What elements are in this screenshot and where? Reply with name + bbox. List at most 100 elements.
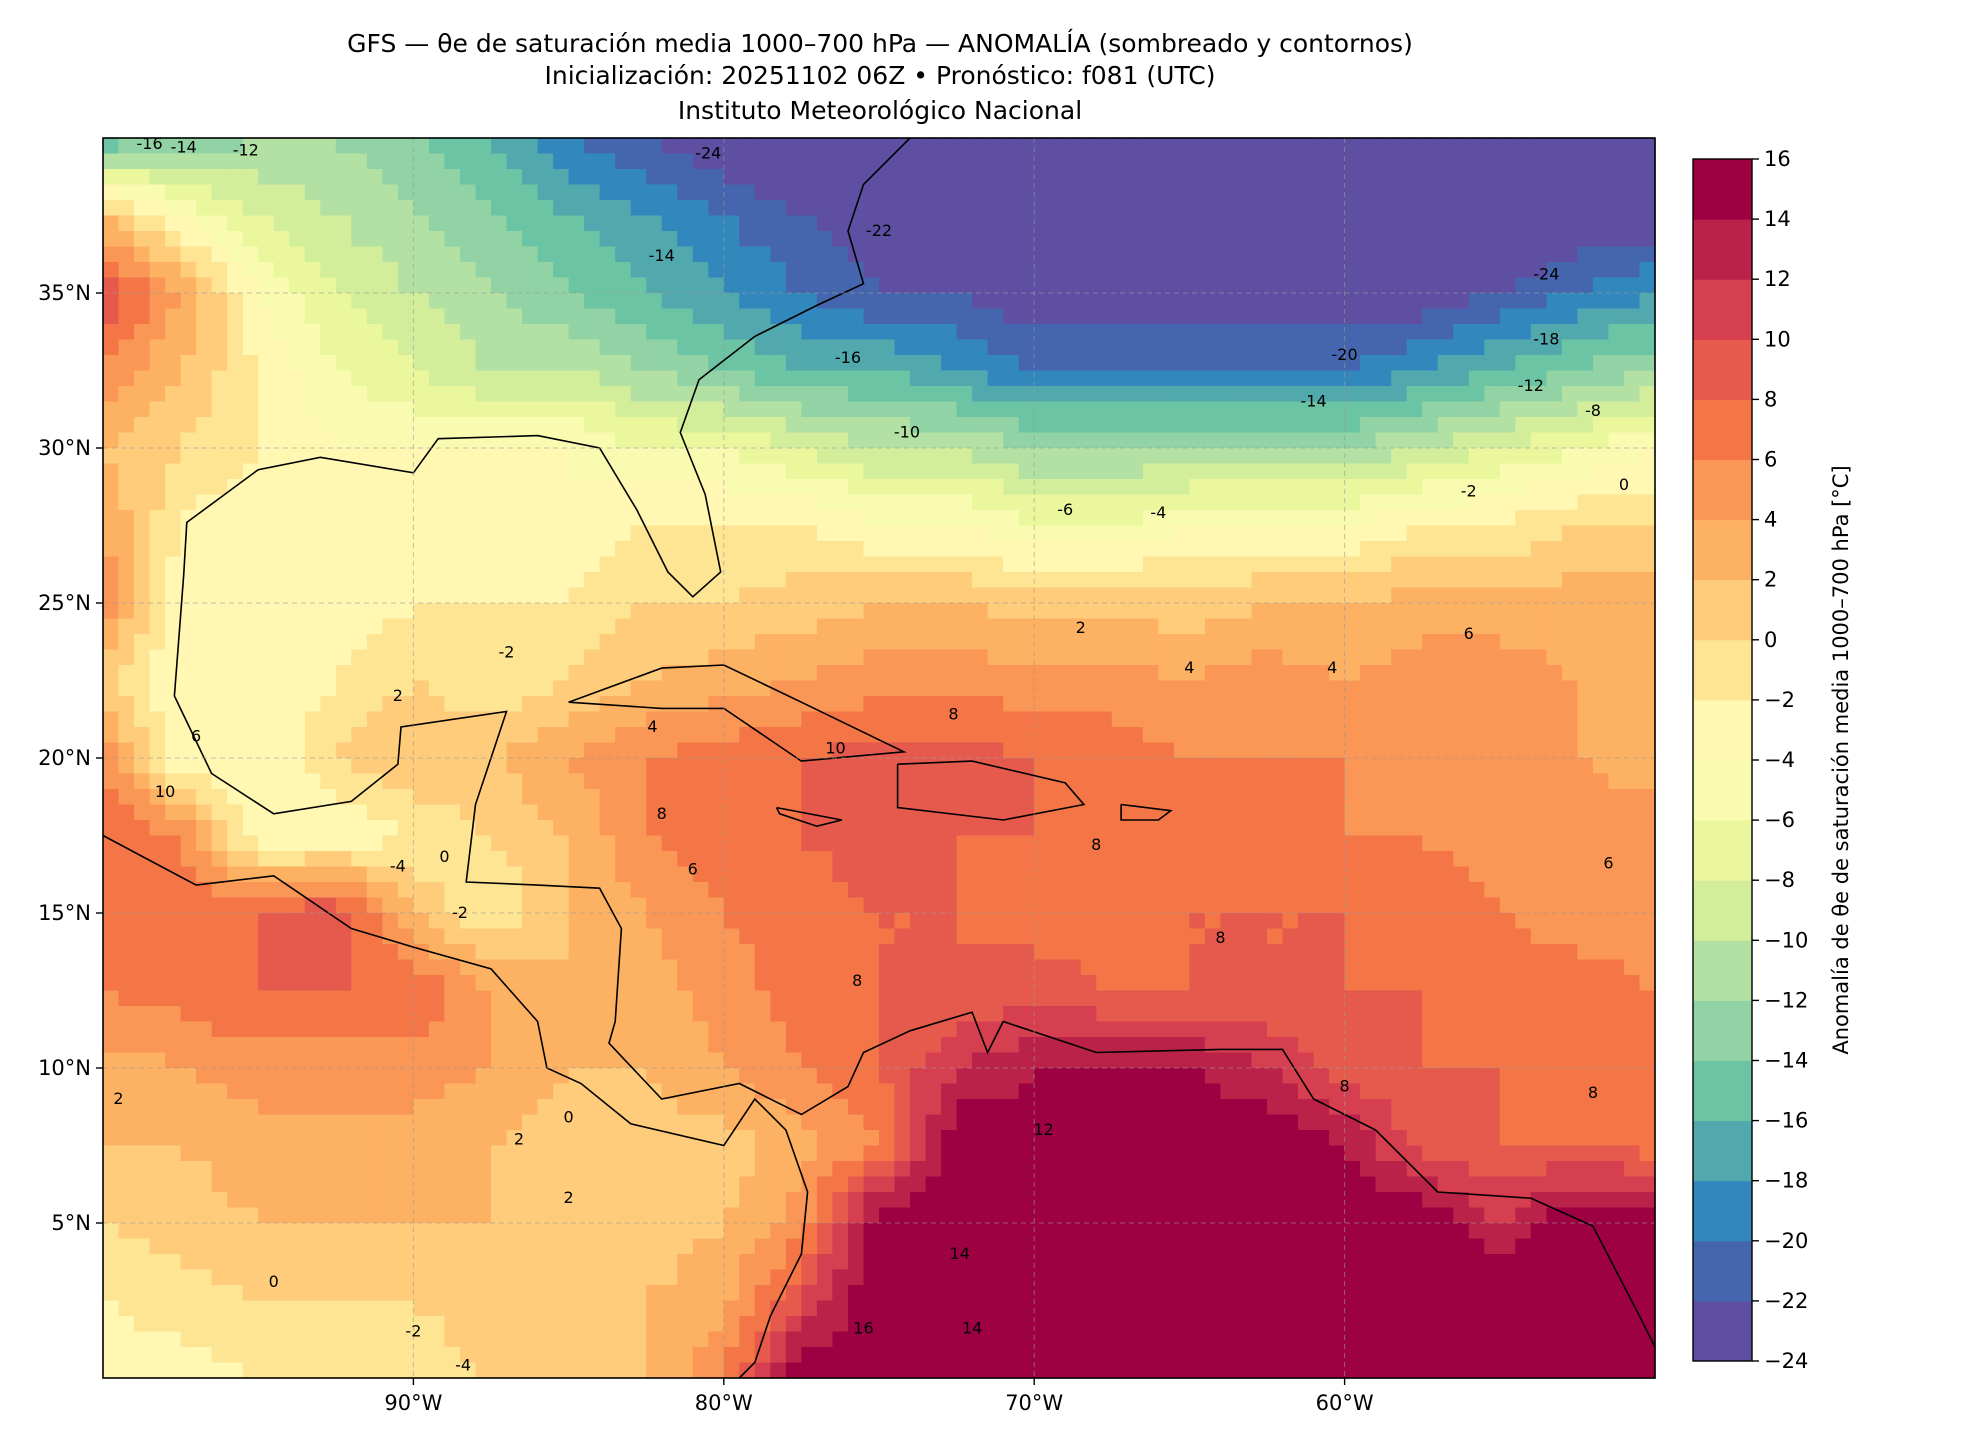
heatmap-cell	[1515, 370, 1532, 387]
heatmap-cell	[630, 742, 647, 759]
heatmap-cell	[1049, 355, 1066, 372]
heatmap-cell	[180, 525, 197, 542]
heatmap-cell	[723, 231, 740, 248]
heatmap-cell	[1437, 742, 1454, 759]
heatmap-cell	[149, 649, 166, 666]
heatmap-cell	[289, 649, 306, 666]
heatmap-cell	[894, 231, 911, 248]
heatmap-cell	[149, 463, 166, 480]
heatmap-cell	[1530, 277, 1547, 294]
heatmap-cell	[1003, 215, 1020, 232]
heatmap-cell	[925, 696, 942, 713]
heatmap-cell	[1096, 494, 1113, 511]
heatmap-cell	[956, 494, 973, 511]
heatmap-cell	[1360, 138, 1377, 155]
heatmap-cell	[428, 835, 445, 852]
heatmap-cell	[1437, 649, 1454, 666]
heatmap-cell	[1111, 556, 1128, 573]
heatmap-cell	[1406, 494, 1423, 511]
heatmap-cell	[320, 355, 337, 372]
heatmap-cell	[1096, 882, 1113, 899]
heatmap-cell	[1577, 308, 1594, 325]
heatmap-cell	[1546, 277, 1563, 294]
heatmap-cell	[475, 184, 492, 201]
heatmap-cell	[863, 525, 880, 542]
heatmap-cell	[165, 246, 182, 263]
heatmap-cell	[568, 417, 585, 434]
heatmap-cell	[553, 541, 570, 558]
heatmap-cell	[1236, 572, 1253, 589]
heatmap-cell	[1080, 618, 1097, 635]
heatmap-cell	[103, 696, 120, 713]
heatmap-cell	[537, 215, 554, 232]
heatmap-cell	[910, 417, 927, 434]
heatmap-cell	[1267, 773, 1284, 790]
heatmap-cell	[1267, 184, 1284, 201]
heatmap-cell	[1173, 742, 1190, 759]
heatmap-cell	[646, 882, 663, 899]
heatmap-cell	[1391, 215, 1408, 232]
heatmap-cell	[1204, 680, 1221, 697]
heatmap-cell	[273, 603, 290, 620]
heatmap-cell	[351, 603, 368, 620]
heatmap-cell	[444, 277, 461, 294]
heatmap-cell	[1080, 587, 1097, 604]
heatmap-cell	[1499, 866, 1516, 883]
heatmap-cell	[1158, 711, 1175, 728]
heatmap-cell	[910, 804, 927, 821]
heatmap-cell	[366, 277, 383, 294]
heatmap-cell	[1530, 184, 1547, 201]
heatmap-cell	[1499, 820, 1516, 837]
heatmap-cell	[1437, 339, 1454, 356]
heatmap-cell	[1639, 789, 1656, 806]
heatmap-cell	[1577, 463, 1594, 480]
heatmap-cell	[1236, 448, 1253, 465]
heatmap-cell	[1329, 138, 1346, 155]
heatmap-cell	[956, 432, 973, 449]
heatmap-cell	[1127, 634, 1144, 651]
heatmap-cell	[925, 386, 942, 403]
heatmap-cell	[1127, 711, 1144, 728]
heatmap-cell	[553, 401, 570, 418]
heatmap-cell	[848, 835, 865, 852]
heatmap-cell	[1267, 308, 1284, 325]
heatmap-cell	[382, 324, 399, 341]
heatmap-cell	[1282, 835, 1299, 852]
heatmap-cell	[1111, 525, 1128, 542]
heatmap-cell	[1592, 370, 1609, 387]
heatmap-cell	[1111, 386, 1128, 403]
heatmap-cell	[1236, 665, 1253, 682]
heatmap-cell	[1453, 804, 1470, 821]
heatmap-cell	[165, 525, 182, 542]
heatmap-cell	[460, 773, 477, 790]
heatmap-cell	[1561, 200, 1578, 217]
heatmap-cell	[491, 789, 508, 806]
heatmap-cell	[1639, 215, 1656, 232]
heatmap-cell	[382, 820, 399, 837]
heatmap-cell	[661, 680, 678, 697]
heatmap-cell	[1375, 742, 1392, 759]
heatmap-cell	[242, 882, 259, 899]
heatmap-cell	[382, 804, 399, 821]
heatmap-cell	[1592, 215, 1609, 232]
heatmap-cell	[118, 556, 135, 573]
heatmap-cell	[677, 572, 694, 589]
heatmap-cell	[832, 835, 849, 852]
heatmap-cell	[1375, 587, 1392, 604]
heatmap-cell	[1189, 324, 1206, 341]
heatmap-cell	[677, 680, 694, 697]
heatmap-cell	[553, 525, 570, 542]
heatmap-cell	[335, 820, 352, 837]
heatmap-cell	[1561, 262, 1578, 279]
heatmap-cell	[553, 169, 570, 186]
heatmap-cell	[879, 231, 896, 248]
heatmap-cell	[1406, 463, 1423, 480]
heatmap-cell	[1530, 401, 1547, 418]
heatmap-cell	[366, 479, 383, 496]
heatmap-cell	[1344, 293, 1361, 310]
heatmap-cell	[227, 711, 244, 728]
heatmap-cell	[382, 572, 399, 589]
heatmap-cell	[584, 479, 601, 496]
heatmap-cell	[832, 541, 849, 558]
heatmap-cell	[522, 138, 539, 155]
